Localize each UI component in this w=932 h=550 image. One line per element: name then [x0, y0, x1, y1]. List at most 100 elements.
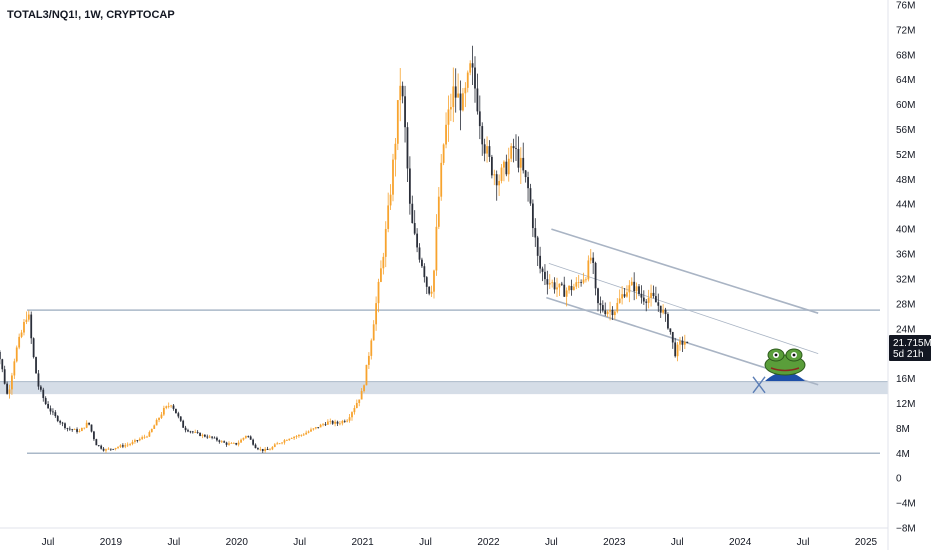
candle-body: [189, 431, 192, 433]
candle-body: [568, 285, 570, 291]
candle-body: [283, 440, 286, 443]
candle-body: [570, 285, 573, 291]
candle-body: [223, 441, 226, 443]
candle-body: [167, 406, 170, 407]
x-tick-label: Jul: [42, 537, 55, 548]
candle-body: [527, 177, 529, 189]
candle-body: [370, 340, 373, 356]
frog-meme-icon: [764, 348, 806, 381]
x-tick-label: 2024: [729, 537, 752, 548]
candle-body: [326, 421, 329, 425]
candle-body: [474, 67, 476, 89]
candle-body: [380, 268, 382, 282]
candle-body: [353, 407, 356, 413]
candle-body: [339, 423, 341, 425]
candle-body: [199, 432, 201, 436]
candle-body: [71, 429, 74, 431]
candle-body: [261, 448, 264, 452]
candle-body: [447, 109, 450, 125]
candle-body: [331, 420, 334, 424]
candle-body: [131, 441, 134, 445]
candle-body: [585, 279, 587, 281]
candle-body: [433, 270, 435, 292]
candle-body: [445, 124, 447, 145]
candle-body: [35, 357, 37, 374]
candle-body: [310, 429, 312, 432]
candle-body: [363, 385, 365, 392]
candle-body: [553, 282, 556, 290]
candle-body: [0, 351, 1, 360]
candle-body: [6, 383, 8, 394]
candle-body: [177, 413, 180, 417]
candle-body: [293, 436, 296, 439]
candle-body: [462, 93, 464, 111]
candle-body: [302, 434, 305, 436]
candle-body: [565, 290, 568, 297]
x-tick-label: Jul: [797, 537, 810, 548]
candle-body: [599, 303, 602, 306]
candle-body: [208, 436, 211, 438]
candle-body: [85, 422, 88, 428]
candle-body: [155, 419, 158, 426]
candle-body: [80, 427, 83, 432]
candle-body: [264, 448, 267, 452]
candle-body: [237, 442, 240, 445]
candle-body: [609, 309, 611, 312]
candle-body: [259, 448, 262, 450]
candle-body: [109, 448, 112, 450]
y-tick-label: 40M: [896, 225, 915, 236]
candle-body: [418, 247, 421, 260]
candle-body: [343, 420, 346, 422]
candle-body: [329, 420, 332, 422]
last-price-label: 21.715M: [893, 338, 932, 349]
candle-body: [37, 373, 40, 387]
candle-body: [459, 93, 462, 111]
x-tick-label: 2025: [855, 537, 878, 548]
candle-body: [242, 437, 245, 440]
x-tick-label: Jul: [167, 537, 180, 548]
channel-line-upper: [548, 263, 819, 355]
candle-body: [59, 421, 62, 423]
candle-body: [114, 447, 117, 450]
candle-series: [0, 45, 689, 453]
y-tick-label: 28M: [896, 299, 915, 310]
candle-body: [440, 162, 443, 197]
candle-body: [430, 291, 433, 294]
candle-body: [589, 257, 592, 261]
x-tick-label: 2020: [226, 537, 249, 548]
candle-body: [290, 438, 293, 439]
candle-body: [187, 430, 189, 432]
candle-body: [179, 416, 182, 421]
candle-body: [469, 63, 472, 73]
candle-body: [162, 407, 165, 415]
candle-body: [375, 303, 378, 325]
candle-body: [377, 281, 380, 304]
candle-body: [206, 436, 209, 438]
candle-body: [486, 146, 488, 154]
candle-body: [618, 298, 621, 303]
candle-body: [425, 277, 428, 287]
candle-body: [73, 429, 76, 430]
candle-body: [134, 440, 136, 442]
x-tick-label: 2022: [477, 537, 500, 548]
candle-body: [95, 439, 98, 446]
candle-body: [654, 296, 657, 303]
badge-background: [889, 334, 931, 361]
candle-body: [191, 431, 194, 433]
candle-body: [30, 314, 33, 339]
y-tick-label: 72M: [896, 25, 915, 36]
candle-body: [683, 341, 686, 345]
candle-body: [175, 408, 177, 414]
candle-body: [158, 417, 160, 420]
candle-body: [623, 294, 626, 297]
candle-body: [657, 302, 660, 306]
candle-body: [322, 424, 324, 426]
candle-body: [676, 344, 679, 357]
candle-body: [64, 423, 66, 429]
candle-body: [519, 157, 522, 168]
candle-body: [8, 389, 11, 394]
candle-body: [184, 427, 187, 431]
candle-body: [500, 167, 503, 181]
candle-body: [638, 286, 640, 294]
candle-body: [78, 431, 81, 432]
